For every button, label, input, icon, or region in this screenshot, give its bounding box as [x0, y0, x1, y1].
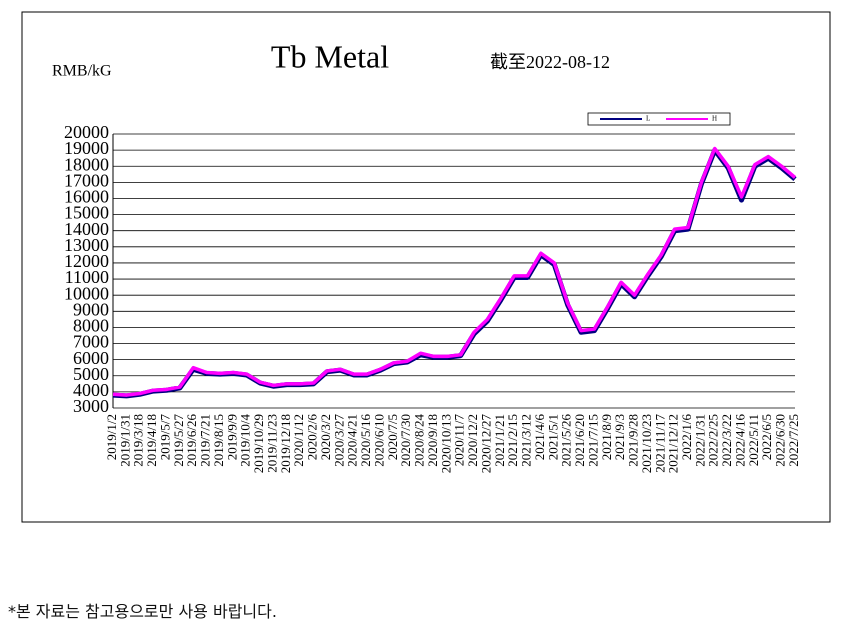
y-tick-label: 9000 — [73, 299, 109, 319]
x-tick-label: 2019/12/18 — [278, 414, 293, 473]
y-tick-label: 16000 — [64, 187, 109, 207]
x-tick-label: 2019/9/9 — [224, 414, 239, 460]
x-tick-label: 2019/5/7 — [157, 414, 172, 461]
x-tick-label: 2019/4/18 — [144, 414, 159, 467]
x-tick-label: 2020/5/16 — [358, 414, 373, 467]
x-tick-label: 2022/3/22 — [719, 414, 734, 467]
y-tick-label: 13000 — [64, 235, 109, 255]
x-tick-label: 2021/2/15 — [505, 414, 520, 467]
x-tick-label: 2020/8/24 — [412, 414, 427, 467]
y-tick-label: 14000 — [64, 219, 109, 239]
x-tick-label: 2022/5/11 — [746, 414, 761, 466]
y-tick-label: 12000 — [64, 251, 109, 271]
chart-title: Tb Metal — [271, 38, 389, 74]
x-tick-label: 2021/5/26 — [559, 414, 574, 467]
x-tick-label: 2019/11/23 — [264, 414, 279, 473]
x-tick-label: 2022/7/25 — [786, 414, 801, 467]
y-tick-label: 6000 — [73, 348, 109, 368]
x-tick-label: 2020/2/6 — [305, 414, 320, 461]
line-series — [112, 147, 797, 399]
x-tick-label: 2021/9/28 — [626, 414, 641, 467]
x-tick-label: 2019/10/29 — [251, 414, 266, 473]
x-tick-label: 2022/1/6 — [679, 414, 694, 461]
x-tick-label: 2020/9/18 — [425, 414, 440, 467]
annotation: 截至2022-08-12 — [490, 52, 610, 72]
x-tick-label: 2022/6/30 — [773, 414, 788, 467]
x-tick-label: 2021/7/15 — [585, 414, 600, 467]
x-tick-label: 2021/12/12 — [666, 414, 681, 473]
y-tick-label: 20000 — [64, 122, 109, 142]
x-tick-label: 2019/1/31 — [117, 414, 132, 467]
x-tick-label: 2020/3/2 — [318, 414, 333, 460]
y-tick-label: 4000 — [73, 380, 109, 400]
legend-label: H — [712, 115, 717, 123]
x-tick-label: 2020/7/30 — [398, 414, 413, 467]
x-tick-label: 2020/12/2 — [465, 414, 480, 467]
x-tick-label: 2019/6/26 — [184, 414, 199, 467]
x-tick-label: 2022/4/16 — [732, 414, 747, 467]
x-tick-label: 2021/1/21 — [492, 414, 507, 467]
x-tick-label: 2020/7/5 — [385, 414, 400, 460]
chart-border — [21, 11, 831, 523]
x-tick-label: 2022/6/5 — [759, 414, 774, 460]
x-tick-label: 2020/6/10 — [371, 414, 386, 467]
x-tick-label: 2019/1/2 — [104, 414, 119, 460]
line-series — [112, 146, 797, 397]
x-tick-label: 2021/4/6 — [532, 414, 547, 461]
y-tick-label: 19000 — [64, 138, 109, 158]
x-tick-label: 2021/9/3 — [612, 414, 627, 460]
y-axis-label: RMB/kG — [52, 63, 112, 80]
x-tick-label: 2022/2/25 — [706, 414, 721, 467]
y-tick-label: 11000 — [65, 267, 109, 287]
y-tick-label: 5000 — [73, 364, 109, 384]
y-tick-label: 10000 — [64, 283, 109, 303]
x-tick-label: 2020/3/27 — [331, 414, 346, 467]
x-tick-label: 2021/8/9 — [599, 414, 614, 460]
legend-label: L — [646, 115, 650, 123]
x-tick-label: 2019/10/4 — [238, 414, 253, 467]
x-tick-label: 2021/10/23 — [639, 414, 654, 473]
x-tick-label: 2019/8/15 — [211, 414, 226, 467]
x-tick-label: 2020/11/7 — [452, 414, 467, 467]
footnote: *본 자료는 참고용으로만 사용 바랍니다. — [8, 602, 277, 621]
x-tick-label: 2019/5/27 — [171, 414, 186, 467]
x-tick-label: 2020/4/21 — [345, 414, 360, 467]
y-tick-label: 7000 — [73, 332, 109, 352]
x-tick-label: 2020/10/13 — [438, 414, 453, 473]
x-tick-label: 2021/3/12 — [519, 414, 534, 467]
x-tick-label: 2021/6/20 — [572, 414, 587, 467]
y-tick-label: 15000 — [64, 203, 109, 223]
x-tick-label: 2022/1/31 — [692, 414, 707, 467]
x-tick-label: 2021/11/17 — [652, 414, 667, 473]
y-tick-label: 18000 — [64, 154, 109, 174]
x-tick-label: 2019/7/21 — [198, 414, 213, 467]
x-tick-label: 2020/1/12 — [291, 414, 306, 467]
y-tick-label: 3000 — [73, 396, 109, 416]
x-tick-label: 2021/5/1 — [545, 414, 560, 460]
y-tick-label: 8000 — [73, 316, 109, 336]
x-tick-label: 2020/12/27 — [478, 414, 493, 474]
legend-box — [587, 112, 731, 126]
y-tick-label: 17000 — [64, 170, 109, 190]
chart: Tb Metal 截至2022-08-12 RMB/kG 30004000500… — [21, 11, 831, 523]
x-tick-label: 2019/3/18 — [131, 414, 146, 467]
